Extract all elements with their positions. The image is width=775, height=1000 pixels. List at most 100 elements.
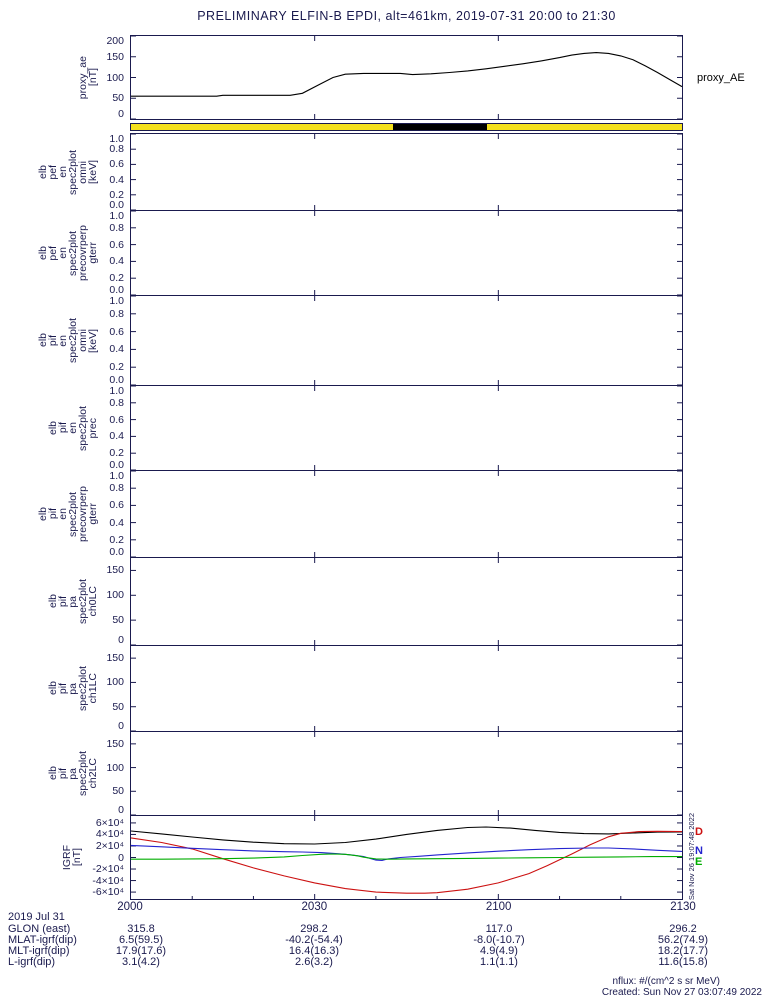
y-tick-label: 0.8	[109, 482, 124, 495]
axis-title-token: [keV]	[87, 160, 99, 184]
elb_pif_pa_spec2plot_ch2LC-plot-area	[131, 732, 682, 816]
ephemeris-value: 315.8	[127, 923, 155, 935]
y-tick-label: 150	[106, 652, 124, 665]
y-tick-label: 4×10⁴	[95, 828, 124, 841]
line-label-N: N	[695, 845, 703, 858]
y-tick-label: 0.4	[109, 255, 124, 268]
y-tick-label: 0.4	[109, 343, 124, 356]
y-tick-label: 0	[118, 851, 124, 864]
y-tick-label: 200	[106, 35, 124, 47]
panel-right-label: proxy_AE	[697, 71, 745, 84]
ephemeris-value: -40.2(-54.4)	[285, 934, 343, 946]
y-tick-label: 1.0	[109, 133, 124, 145]
axis-title-token: [keV]	[87, 328, 99, 353]
ephemeris-value: 6.5(59.5)	[118, 934, 164, 946]
panel-elb-pef-en-spec2plot-precovrperp-gterr: elb pef en spec2plot precovrperp gterr 0.0 0.2 0…	[37, 210, 683, 296]
elb_pif_pa_spec2plot_ch1LC-plot-area	[131, 646, 682, 732]
side-timestamp: Sat Nov 26 19:07:48 2022	[687, 813, 696, 900]
elb_pef_en_spec2plot_omni-axis-title: elb pef en spec2plot omni [keV]	[37, 134, 99, 210]
ephemeris-value: 17.9(17.6)	[115, 945, 167, 957]
y-tick-label: 0.0	[109, 284, 124, 296]
series-line-B_total	[130, 826, 683, 845]
y-tick-label: 0.2	[109, 361, 124, 374]
panel-proxy-ae: proxy_ae [nT] 0 50 100 150 200 proxy_AE	[77, 35, 745, 120]
y-tick-label: 150	[106, 564, 124, 577]
y-tick-label: -2×10⁴	[92, 863, 124, 876]
y-tick-label: 0.8	[109, 396, 124, 409]
y-tick-label: 0.0	[109, 459, 124, 471]
y-tick-label: 0	[118, 804, 124, 816]
ephemeris-row-label: L-igrf(dip)	[8, 956, 56, 968]
axis-title-token: gterr	[87, 242, 99, 264]
y-tick-label: 0.8	[109, 143, 124, 156]
line-label-E: E	[695, 855, 703, 868]
time-tick-label: 2130	[670, 901, 696, 913]
y-tick-label: 150	[106, 50, 124, 63]
y-tick-label: 0.2	[109, 447, 124, 460]
ephemeris-value: 296.2	[669, 923, 697, 935]
y-tick-label: 0.4	[109, 173, 124, 186]
panel-igrf: IGRF [nT] 6×10⁴ 4×10⁴ 2×10⁴ 0 -2×10⁴ -4×10⁴ -6×1…	[61, 815, 703, 900]
y-tick-label: 0.4	[109, 516, 124, 529]
panel-elb-pif-en-spec2plot-precovrperp-gterr: elb pif en spec2plot precovrperp gterr 0.0 0.2 0…	[37, 470, 683, 558]
elb_pif_pa_spec2plot_ch0LC-axis-title: elb pif pa spec2plot ch0LC	[47, 558, 99, 645]
axis-title-token: ch1LC	[87, 673, 99, 704]
bar-segment	[393, 124, 487, 130]
y-tick-label: 0.4	[109, 430, 124, 443]
y-tick-label: 0.6	[109, 158, 124, 171]
ephemeris-value: 2.6(3.2)	[295, 956, 333, 968]
ephemeris-value: -8.0(-10.7)	[473, 934, 525, 946]
created-timestamp: Created: Sun Nov 27 03:07:49 2022	[601, 987, 762, 998]
y-tick-label: 150	[106, 737, 124, 750]
science-zone-bar	[130, 123, 683, 131]
ephemeris-value: 56.2(74.9)	[657, 934, 709, 946]
y-tick-label: -6×10⁴	[92, 886, 124, 899]
panel-elb-pif-en-spec2plot-prec: elb pif en spec2plot prec 0.0 0.2 0.4 0.6 0.8 1.0	[47, 385, 683, 471]
nflux-units-note: nflux: #/(cm^2 s sr MeV)	[612, 976, 721, 987]
y-tick-label: 50	[112, 785, 124, 798]
y-tick-label: 100	[106, 761, 124, 774]
elb_pif_en_spec2plot_omni-axis-title: elb pif en spec2plot omni [keV]	[37, 296, 99, 385]
y-tick-label: 1.0	[109, 470, 124, 482]
ephemeris-value: 16.4(16.3)	[288, 945, 340, 957]
ephemeris-value: 1.1(1.1)	[480, 956, 518, 968]
y-tick-label: 0	[118, 634, 124, 646]
y-tick-label: 2×10⁴	[95, 839, 124, 852]
y-tick-label: 100	[106, 589, 124, 602]
ephemeris-value: 18.2(17.7)	[657, 945, 709, 957]
elb_pef_en_spec2plot_omni-plot-area	[131, 133, 682, 211]
y-tick-label: 0.8	[109, 307, 124, 320]
proxy_ae-plot-area	[131, 35, 683, 120]
y-tick-label: 0.6	[109, 499, 124, 512]
y-tick-label: 50	[112, 92, 124, 105]
elb_pef_en_spec2plot_precovrperp_gterr-axis-title: elb pef en spec2plot precovrperp gterr	[37, 211, 99, 295]
series-line-E	[131, 853, 682, 860]
y-tick-label: 100	[106, 676, 124, 689]
axis-title-token: prec	[87, 417, 99, 439]
elb_pif_en_spec2plot_precovrperp_gterr-axis-title: elb pif en spec2plot precovrperp gterr	[37, 471, 99, 557]
elb_pif_en_spec2plot_precovrperp_gterr-plot-area	[131, 470, 682, 558]
ephemeris-value: 11.6(15.8)	[658, 956, 708, 968]
y-tick-label: 0.6	[109, 413, 124, 426]
ephemeris-row-label: GLON (east)	[8, 923, 71, 935]
panel-elb-pef-en-spec2plot-omni: elb pef en spec2plot omni [keV] 0.0 0.2 0.4 0.6 0.…	[37, 133, 683, 211]
elb_pif_pa_spec2plot_ch1LC-axis-title: elb pif pa spec2plot ch1LC	[47, 646, 99, 731]
y-tick-label: 0.2	[109, 188, 124, 201]
ephemeris-value: 117.0	[485, 923, 513, 935]
proxy_ae-axis-title: proxy_ae [nT]	[77, 36, 99, 119]
igrf-plot-area	[130, 816, 683, 899]
axis-title-token: [nT]	[71, 848, 83, 867]
y-tick-label: 6×10⁴	[95, 816, 124, 829]
y-tick-label: 0.2	[109, 272, 124, 285]
time-tick-label: 2030	[301, 901, 328, 913]
y-tick-label: 0.8	[109, 221, 124, 234]
y-tick-label: 0	[118, 720, 124, 732]
y-tick-label: 0.6	[109, 325, 124, 338]
y-tick-label: 0.2	[109, 533, 124, 546]
elb_pif_en_spec2plot_prec-plot-area	[131, 385, 682, 471]
y-tick-label: 50	[112, 614, 124, 627]
panel-elb-pif-pa-spec2plot-ch0lc: elb pif pa spec2plot ch0LC 0 50 100 150	[47, 557, 683, 646]
series-line-D	[130, 830, 683, 894]
time-tick-label: 2000	[117, 901, 143, 913]
